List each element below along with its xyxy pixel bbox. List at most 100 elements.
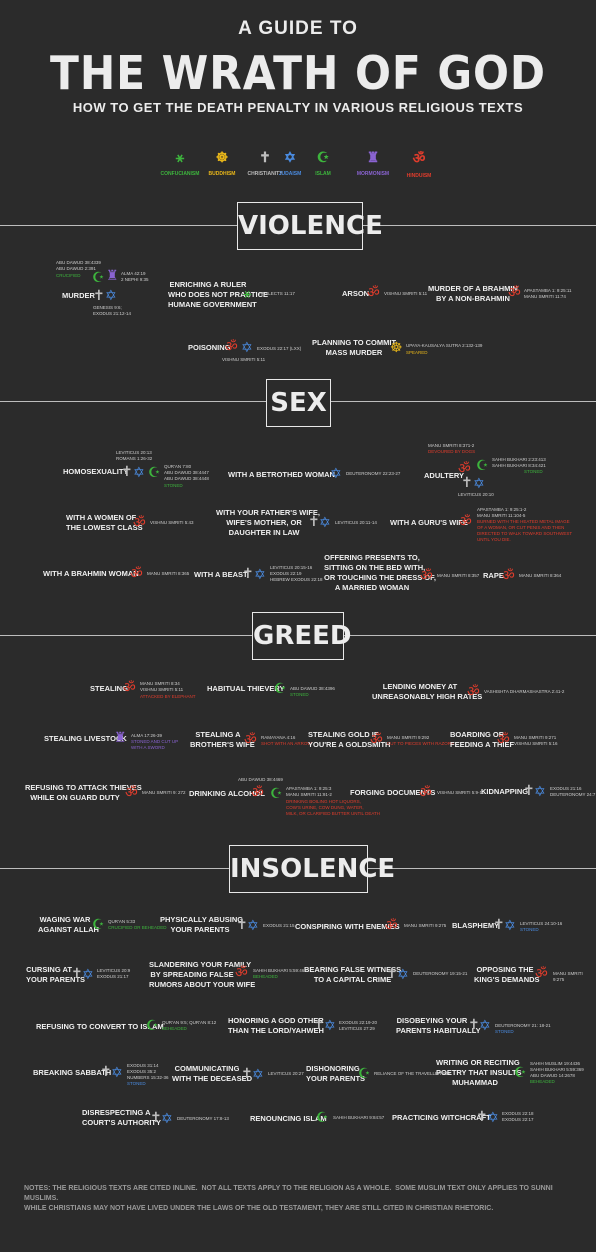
ref-text: EXODUS 21:16 DEUTERONOMY 24:7 <box>550 786 596 797</box>
ref-text: MANU SMRITI 8:365 <box>147 571 190 576</box>
ref-note: BURNED WITH THE HEATED METAL IMAGE OF A … <box>477 519 573 542</box>
cross-icon: ✝ <box>468 1016 480 1032</box>
offense-boarding-thief: BOARDING OR FEEDING A THIEF <box>450 730 515 749</box>
star-of-david-icon: ✡ <box>284 149 296 165</box>
offense-cursing-parents: CURSING AT YOUR PARENTS <box>26 965 86 984</box>
cross-icon: ✝ <box>236 916 248 932</box>
offense-homosexuality: HOMOSEXUALITY <box>63 467 129 476</box>
ref-text: EXODUS 22:18 EXODUS 22:17 <box>502 1111 534 1122</box>
star-of-david-icon: ✡ <box>111 1064 123 1080</box>
ref-text: ANALECTS 11:17 <box>259 291 295 296</box>
om-icon: ॐ <box>497 731 510 747</box>
section-violence: VIOLENCE <box>237 202 383 250</box>
section-insolence: INSOLENCE <box>229 845 395 893</box>
legend-label: CONFUCIANISM <box>160 171 200 177</box>
offense-lending: LENDING MONEY AT UNREASONABLY HIGH RATES <box>372 682 483 701</box>
om-icon: ॐ <box>367 284 380 300</box>
legend-judaism: ✡ JUDAISM <box>255 149 325 177</box>
legend-label: MORMONISM <box>356 171 390 177</box>
ref-note: STONED AND CUT UP WITH A SWORD <box>131 739 179 750</box>
legend-label: HINDUISM <box>406 173 432 179</box>
cross-icon: ✝ <box>386 965 398 981</box>
mormon-icon: ♜ <box>106 267 119 283</box>
offense-murder-brahmin: MURDER OF A BRAHMIN BY A NON-BRAHMIN <box>428 284 518 303</box>
offense-habitual-thievery: HABITUAL THIEVERY <box>207 684 285 693</box>
legend-label: BUDDHISM <box>208 171 236 177</box>
offense-murder: MURDER <box>62 291 95 300</box>
ref-note: BEHEADED <box>162 1026 187 1031</box>
om-icon: ॐ <box>125 784 138 800</box>
offense-dishonoring-parents: DISHONORING YOUR PARENTS <box>306 1064 366 1083</box>
offense-honoring-other-god: HONORING A GOD OTHER THAN THE LORD/YAHWE… <box>228 1016 324 1035</box>
om-icon: ॐ <box>502 567 515 583</box>
offense-brahmin-woman: WITH A BRAHMIN WOMAN <box>43 569 139 578</box>
ref-text: VISHNU SMRITI 5:11 <box>384 291 428 296</box>
offense-gurus-wife: WITH A GURU'S WIFE <box>390 518 468 527</box>
crescent-icon: ☪ <box>514 1064 527 1080</box>
ref-text: ABU DAWUD 38:4469 <box>238 777 283 782</box>
offense-breaking-sabbath: BREAKING SABBATH <box>33 1068 112 1077</box>
ref-text: EXODUS 31:14 EXODUS 35:2 NUMBERS 15:32-3… <box>127 1063 169 1080</box>
star-of-david-icon: ✡ <box>161 1110 173 1126</box>
cross-icon: ✝ <box>259 149 271 165</box>
star-of-david-icon: ✡ <box>330 465 342 481</box>
offense-communicating-deceased: COMMUNICATING WITH THE DECEASED <box>172 1064 253 1083</box>
star-of-david-icon: ✡ <box>504 917 516 933</box>
star-of-david-icon: ✡ <box>254 566 266 582</box>
ref-text: ALMA 17:26-39 <box>131 733 163 738</box>
crescent-icon: ☪ <box>270 785 283 801</box>
offense-rape: RAPE <box>483 571 504 580</box>
cross-icon: ✝ <box>100 1063 112 1079</box>
om-icon: ॐ <box>244 731 257 747</box>
star-of-david-icon: ✡ <box>252 1066 264 1082</box>
legend-islam: ☪ ISLAM <box>288 149 358 177</box>
crescent-icon: ☪ <box>92 269 105 285</box>
ref-text: UPAYA-KAUSALYA SUTRA 2:132-139 <box>406 343 483 348</box>
ref-note: DRINKING BOILING HOT LIQUORS, COW'S URIN… <box>286 799 381 816</box>
ref-text: APASTAMBA 1: 9:25:11 MANU SMRITI 11:74 <box>524 288 572 299</box>
offense-betrothed: WITH A BETROTHED WOMAN <box>228 470 335 479</box>
om-icon: ॐ <box>235 964 248 980</box>
offense-disrespecting-court: DISRESPECTING A COURT'S AUTHORITY <box>82 1108 162 1127</box>
ref-text: LEVITICUS 20:10 <box>458 492 494 497</box>
ref-note: STONED <box>524 469 543 474</box>
footnotes: NOTES: THE RELIGIOUS TEXTS ARE CITED INL… <box>24 1185 553 1212</box>
ref-note: CRUCIFIED OR BEHEADED <box>108 925 167 930</box>
ref-text: DEUTERONOMY 19:15-21 <box>413 971 468 976</box>
om-icon: ॐ <box>130 565 143 581</box>
cross-icon: ✝ <box>313 1016 325 1032</box>
ref-text: EXODUS 22:19-20 LEVITICUS 27:29 <box>339 1020 378 1031</box>
ref-text: VISHNU SMRITI 5:9-10 <box>437 790 485 795</box>
dharma-wheel-icon: ☸ <box>215 149 229 165</box>
crescent-icon: ☪ <box>316 149 330 165</box>
page-subtitle: HOW TO GET THE DEATH PENALTY IN VARIOUS … <box>72 100 524 115</box>
ref-text: LEVITICUS 20:11-14 <box>335 520 377 525</box>
ref-text: QUR'AN 7:80 ABU DAWUD 38:4447 ABU DAWUD … <box>164 464 209 481</box>
ref-text: LEVITICUS 20:27 <box>268 1071 304 1076</box>
offense-arson: ARSON <box>342 289 370 298</box>
offense-refusing-convert: REFUSING TO CONVERT TO ISLAM <box>36 1022 164 1031</box>
mormon-icon: ♜ <box>114 729 127 745</box>
legend-christianity: ✝ CHRISTIANITY <box>230 149 300 177</box>
ref-note: DEVOURED BY DOGS <box>428 449 476 454</box>
ref-text: LEVITICUS 20:9 EXODUS 21:17 <box>97 968 131 979</box>
star-of-david-icon: ✡ <box>487 1109 499 1125</box>
ref-text: EXODUS 21:15 <box>263 923 295 928</box>
ref-text: ABU DAWUD 38:4339 ABU DAWUD 2:391 <box>56 260 101 271</box>
offense-disobeying: DISOBEYING YOUR PARENTS HABITUALLY <box>396 1016 481 1035</box>
ref-text: MANU SMRITI 9:275 <box>404 923 447 928</box>
ref-note: STONED <box>164 483 183 488</box>
offense-refusing-attack: REFUSING TO ATTACK THIEVES WHILE ON GUAR… <box>25 783 142 802</box>
cross-icon: ✝ <box>476 1108 488 1124</box>
ref-text: APASTAMBA 1: 9:25:1-2 MANU SMRITI 11:104… <box>477 507 527 518</box>
offense-false-witness: BEARING FALSE WITNESS TO A CAPITAL CRIME <box>304 965 402 984</box>
crescent-icon: ☪ <box>316 1109 329 1125</box>
star-of-david-icon: ✡ <box>324 1017 336 1033</box>
cross-icon: ✝ <box>308 513 320 529</box>
cross-icon: ✝ <box>523 782 535 798</box>
ref-text: MANU SMRITI 9: 272 <box>142 790 186 795</box>
offense-witchcraft: PRACTICING WITCHCRAFT <box>392 1113 491 1122</box>
om-icon: ॐ <box>419 784 432 800</box>
offense-stealing: STEALING <box>90 684 128 693</box>
ref-text: VASHISHTA DHARMASHASTRA 2:41-2 <box>484 689 565 694</box>
